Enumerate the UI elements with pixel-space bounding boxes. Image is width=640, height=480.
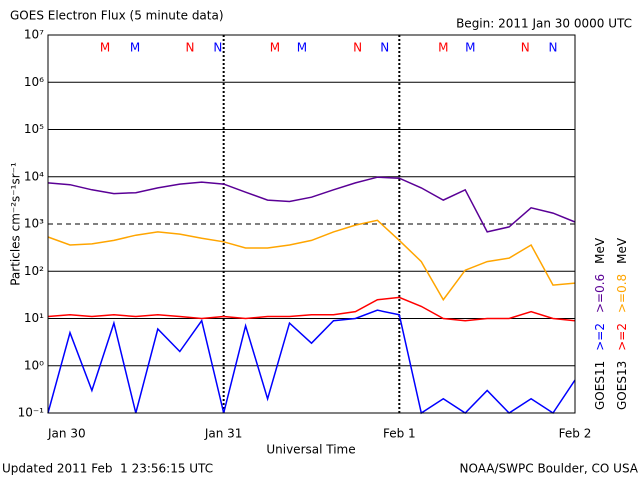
legend-unit: MeV <box>593 237 607 264</box>
series-line <box>47 309 576 415</box>
local-time-marker: N <box>353 41 362 55</box>
local-time-marker: M <box>297 41 307 55</box>
local-time-marker: M <box>270 41 280 55</box>
chart-subtitle: Begin: 2011 Jan 30 0000 UTC <box>456 17 632 31</box>
footer-right: NOAA/SWPC Boulder, CO USA <box>460 462 639 476</box>
y-tick-label: 10⁻¹ <box>18 406 45 420</box>
series-line <box>47 296 576 322</box>
legend-satellite: GOES13 <box>615 361 629 410</box>
legend-entry: >=2 <box>593 323 607 351</box>
legend-entry: >=0.8 <box>615 274 629 313</box>
legend-satellite: GOES11 <box>593 361 607 410</box>
local-time-marker: N <box>521 41 530 55</box>
legend-column: GOES13 >=2 >=0.8 MeV <box>615 237 629 410</box>
local-time-marker: M <box>100 41 110 55</box>
footer-left: Updated 2011 Feb 1 23:56:15 UTC <box>2 462 213 476</box>
y-tick-label: 10⁴ <box>24 169 44 183</box>
y-axis-label: Particles cm⁻²s⁻¹sr⁻¹ <box>9 162 23 286</box>
local-time-marker: N <box>380 41 389 55</box>
local-time-marker: M <box>465 41 475 55</box>
y-tick-label: 10² <box>24 264 44 278</box>
plot-frame <box>47 34 576 414</box>
chart-title: GOES Electron Flux (5 minute data) <box>10 9 224 23</box>
local-time-marker: M <box>130 41 140 55</box>
local-time-marker: N <box>213 41 222 55</box>
x-tick-label: Jan 30 <box>47 427 86 441</box>
x-tick-label: Feb 1 <box>383 427 416 441</box>
x-axis-label: Universal Time <box>266 443 355 457</box>
series-line <box>47 176 576 233</box>
y-tick-label: 10³ <box>24 217 44 231</box>
legend-column: GOES11 >=2 >=0.6 MeV <box>593 237 607 410</box>
legend-unit: MeV <box>615 237 629 264</box>
local-time-marker: N <box>186 41 195 55</box>
y-tick-label: 10¹ <box>24 311 44 325</box>
series-line <box>47 219 576 302</box>
legend-entry: >=0.6 <box>593 274 607 313</box>
y-tick-label: 10⁰ <box>24 358 44 372</box>
y-tick-label: 10⁵ <box>24 122 44 136</box>
local-time-marker: M <box>438 41 448 55</box>
x-tick-label: Feb 2 <box>559 427 592 441</box>
legend-entry: >=2 <box>615 323 629 351</box>
y-tick-label: 10⁶ <box>24 75 44 89</box>
local-time-marker: N <box>549 41 558 55</box>
y-tick-label: 10⁷ <box>24 28 44 42</box>
x-tick-label: Jan 31 <box>204 427 243 441</box>
